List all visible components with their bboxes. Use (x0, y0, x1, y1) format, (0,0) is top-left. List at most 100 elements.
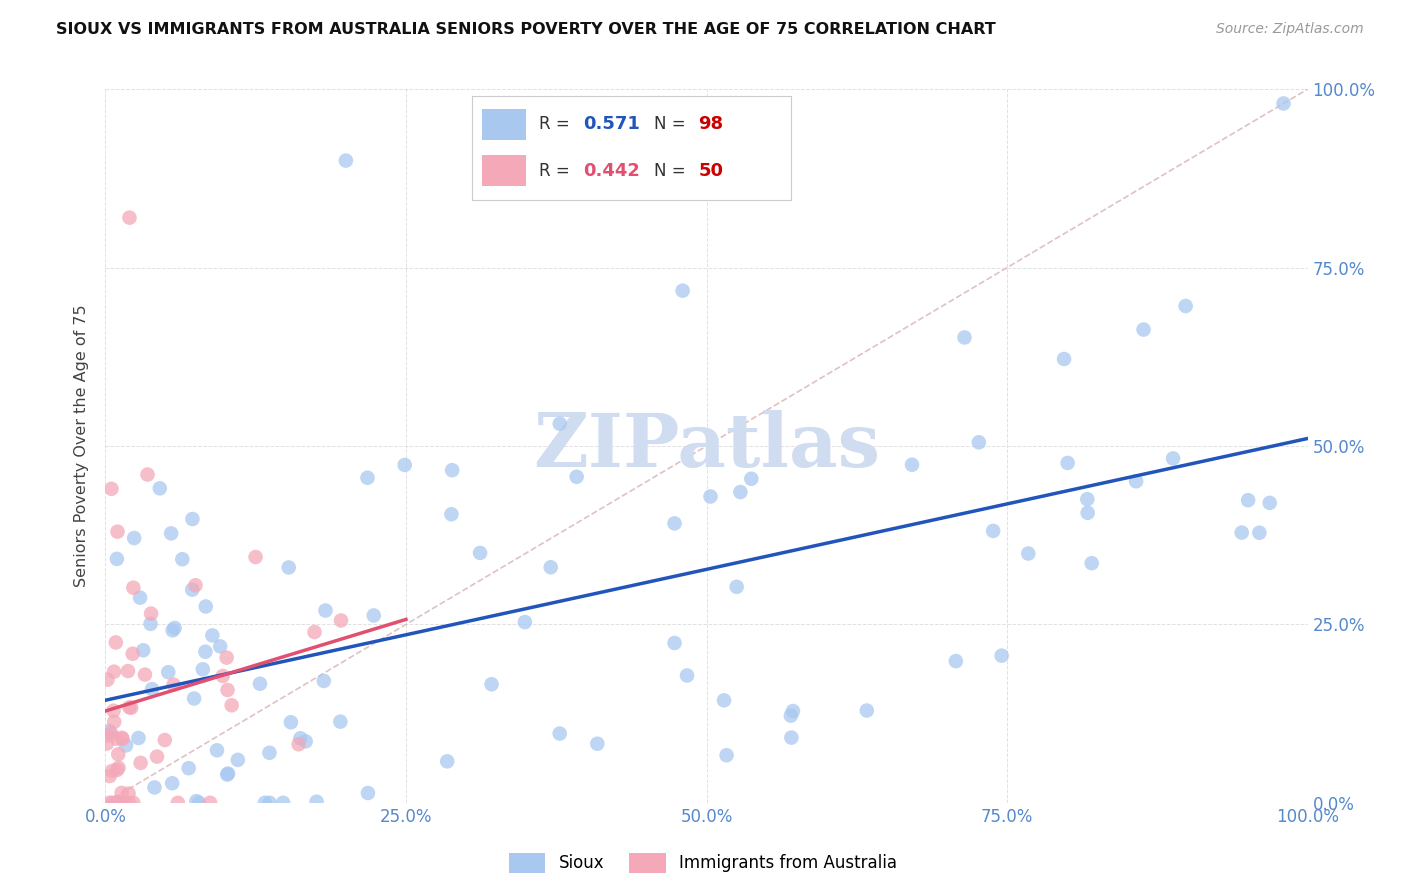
Point (111, 731, 134, 746)
Point (149, 481, 172, 495)
Point (111, 796, 134, 810)
Point (740, 472, 762, 486)
Point (101, 764, 124, 778)
Point (104, 796, 127, 810)
Point (118, 796, 141, 810)
Point (209, 640, 232, 654)
Point (953, 330, 976, 344)
Point (184, 578, 207, 592)
Point (981, 524, 1004, 538)
Point (730, 485, 752, 500)
Point (118, 211, 141, 225)
Point (120, 700, 142, 714)
Point (294, 734, 316, 748)
Point (98, 796, 121, 810)
Point (221, 698, 243, 713)
Point (105, 796, 128, 810)
Point (115, 739, 138, 753)
Point (162, 678, 184, 692)
Point (183, 691, 205, 706)
Point (215, 650, 238, 665)
Point (713, 693, 735, 707)
Point (134, 667, 156, 681)
Text: SIOUX VS IMMIGRANTS FROM AUSTRALIA SENIORS POVERTY OVER THE AGE OF 75 CORRELATIO: SIOUX VS IMMIGRANTS FROM AUSTRALIA SENIO… (56, 22, 995, 37)
Point (201, 628, 224, 642)
Point (181, 582, 204, 597)
Point (304, 625, 326, 640)
Point (672, 284, 695, 298)
Point (363, 608, 385, 623)
Point (129, 756, 152, 770)
Point (177, 761, 200, 775)
Point (287, 737, 309, 751)
Point (468, 546, 491, 560)
Point (96, 737, 118, 751)
Legend: Sioux, Immigrants from Australia: Sioux, Immigrants from Australia (502, 847, 904, 880)
Point (111, 731, 134, 745)
Point (357, 786, 380, 800)
Point (105, 763, 128, 777)
Point (96, 673, 118, 687)
Point (481, 677, 503, 691)
Point (1125, 475, 1147, 489)
Point (129, 591, 152, 605)
Point (96, 729, 118, 743)
Point (141, 682, 163, 697)
Point (105, 552, 128, 566)
Point (1132, 322, 1154, 336)
Point (103, 714, 125, 729)
Point (335, 153, 357, 168)
Point (117, 664, 139, 678)
Point (280, 715, 302, 730)
Point (259, 796, 281, 810)
Point (217, 766, 239, 780)
Point (139, 607, 162, 621)
Point (181, 512, 204, 526)
Point (676, 668, 699, 682)
Point (122, 581, 145, 595)
Point (945, 654, 967, 668)
Point (394, 458, 416, 472)
Point (548, 726, 571, 740)
Point (186, 794, 208, 808)
Point (779, 708, 801, 723)
Point (143, 780, 166, 795)
Point (548, 417, 571, 431)
Point (725, 580, 748, 594)
Point (139, 616, 162, 631)
Point (586, 737, 609, 751)
Point (132, 643, 155, 657)
Point (436, 755, 458, 769)
Point (105, 731, 128, 746)
Point (107, 761, 129, 775)
Point (245, 549, 267, 564)
Point (305, 795, 328, 809)
Point (253, 796, 276, 810)
Point (565, 470, 588, 484)
Point (217, 683, 239, 698)
Point (1077, 506, 1099, 520)
Point (153, 733, 176, 747)
Point (1258, 496, 1281, 510)
Point (1017, 547, 1039, 561)
Point (1237, 493, 1260, 508)
Point (441, 463, 464, 477)
Point (1056, 456, 1078, 470)
Point (103, 704, 125, 718)
Point (107, 524, 129, 539)
Point (146, 749, 169, 764)
Point (111, 786, 134, 800)
Point (290, 731, 312, 746)
Point (122, 796, 145, 810)
Point (664, 636, 686, 650)
Text: Source: ZipAtlas.com: Source: ZipAtlas.com (1216, 22, 1364, 37)
Point (107, 795, 129, 809)
Point (356, 471, 378, 485)
Point (107, 747, 129, 762)
Point (330, 614, 353, 628)
Point (856, 704, 879, 718)
Point (1161, 451, 1184, 466)
Point (122, 531, 145, 545)
Point (98, 724, 121, 739)
Point (312, 673, 335, 688)
